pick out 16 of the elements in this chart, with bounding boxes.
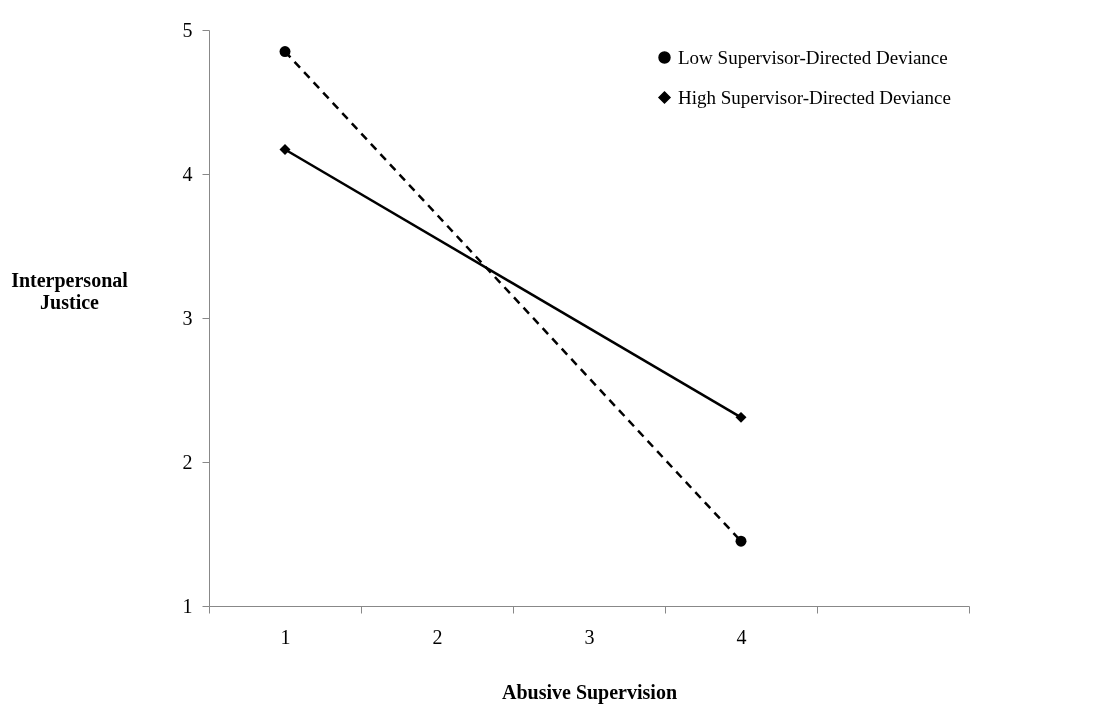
y-tick-label: 1 [182,594,193,617]
x-tick-label: 4 [736,625,747,648]
legend-label: High Supervisor-Directed Deviance [678,86,951,108]
legend-label: Low Supervisor-Directed Deviance [678,46,948,68]
y-tick-label: 4 [182,162,193,185]
point [279,46,291,58]
y-axis-title: Interpersonal Justice [11,268,129,313]
x-tick-label: 2 [432,625,443,648]
y-tick-label: 5 [182,18,193,41]
y-tick-label: 2 [182,450,193,473]
y-tick-label: 3 [182,306,193,329]
point [735,535,747,547]
x-axis-title: Abusive Supervision [501,680,678,704]
x-tick-label: 1 [280,625,291,648]
x-tick-label: 3 [584,625,595,648]
point [735,411,747,423]
